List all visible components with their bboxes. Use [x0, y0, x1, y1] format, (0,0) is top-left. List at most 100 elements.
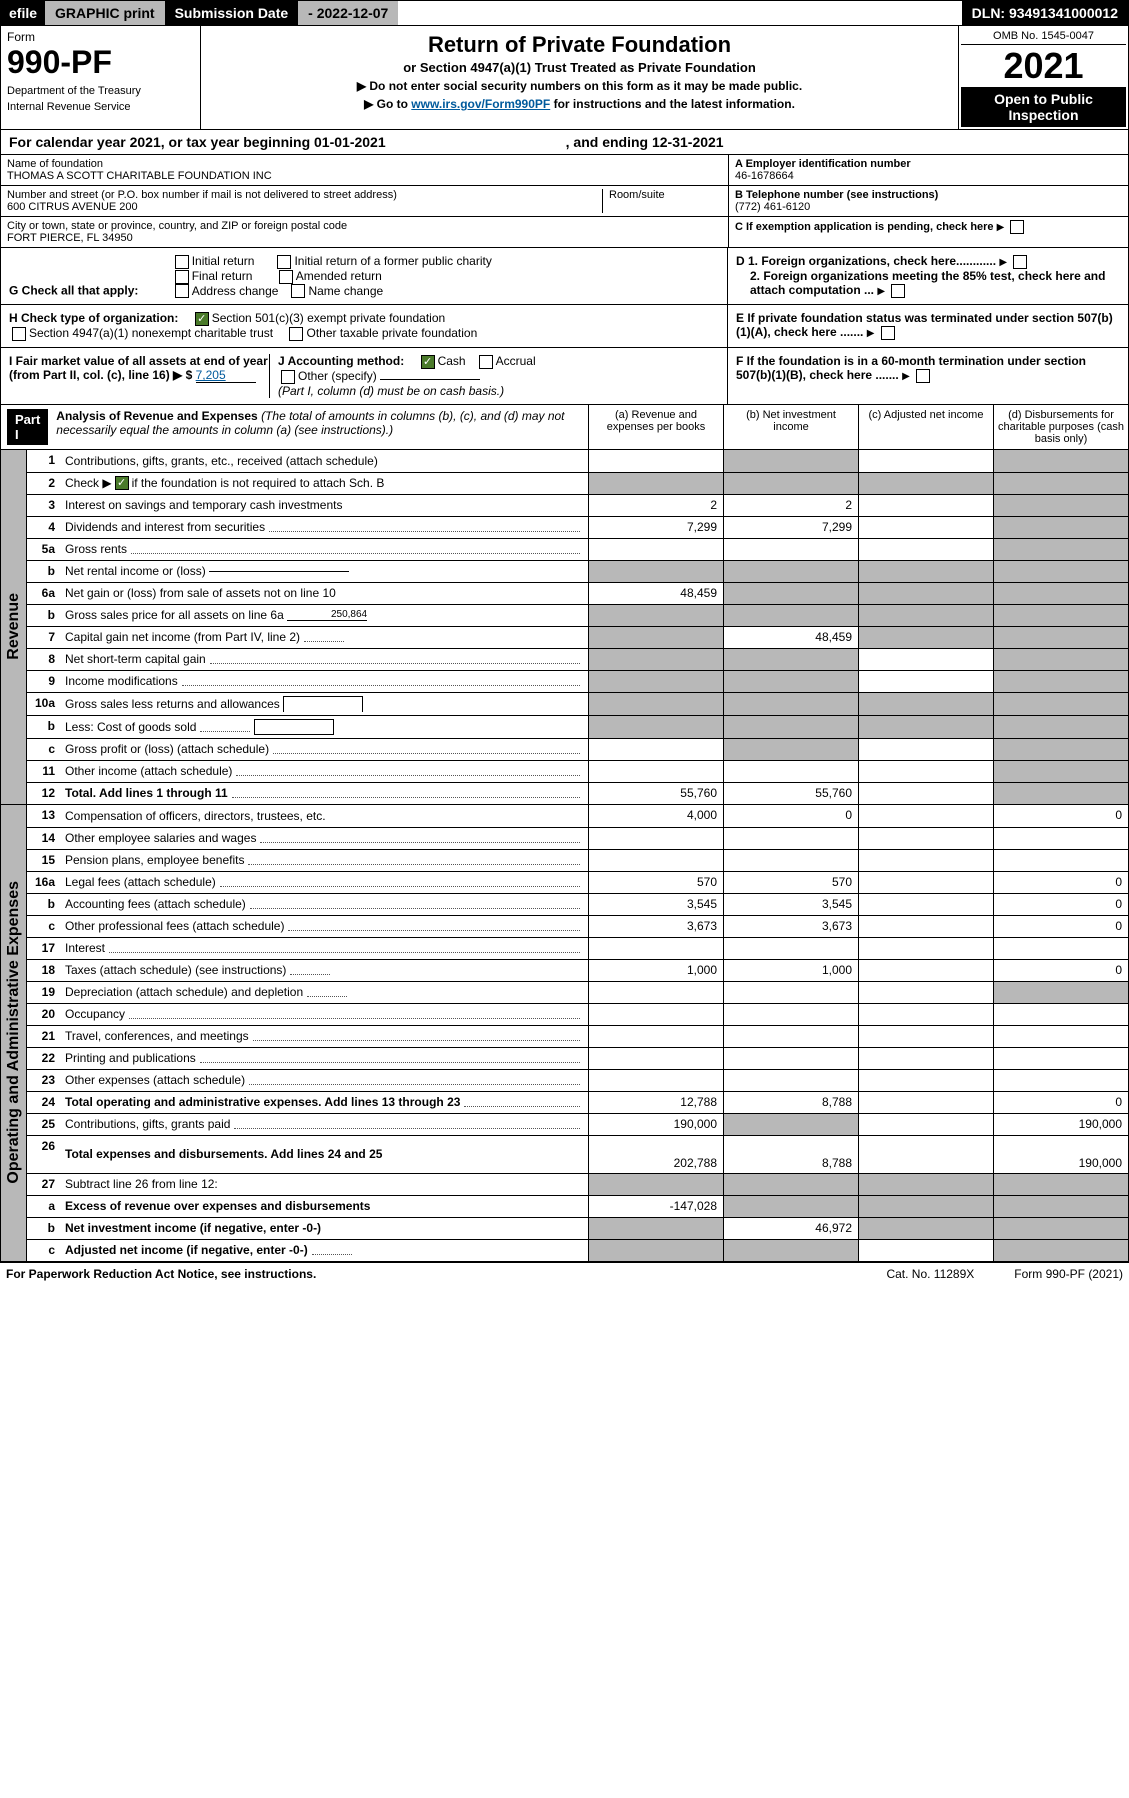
- line-20-desc: Occupancy: [61, 1004, 588, 1025]
- g-label: G Check all that apply:: [9, 284, 138, 298]
- irs-link[interactable]: www.irs.gov/Form990PF: [411, 97, 550, 111]
- fmv-value[interactable]: 7,205: [196, 368, 256, 383]
- line-22-a: [588, 1048, 723, 1069]
- initial-return-label: Initial return: [192, 254, 255, 268]
- line-4-no: 4: [27, 517, 61, 538]
- line-22-b: [723, 1048, 858, 1069]
- line-13-a: 4,000: [588, 805, 723, 827]
- line-9-b: [723, 671, 858, 692]
- addr-change-checkbox[interactable]: [175, 284, 189, 298]
- line-24-d: 0: [993, 1092, 1128, 1113]
- open-public-label: Open to Public Inspection: [961, 87, 1126, 127]
- line-2-d: [993, 473, 1128, 494]
- line-2-checkbox[interactable]: [115, 476, 129, 490]
- line-23-d: [993, 1070, 1128, 1091]
- e-checkbox[interactable]: [881, 326, 895, 340]
- accrual-checkbox[interactable]: [479, 355, 493, 369]
- line-10c-b: [723, 739, 858, 760]
- addr-label: Number and street (or P.O. box number if…: [7, 189, 602, 201]
- calyear-end: 12-31-2021: [652, 134, 724, 150]
- section-g-row: G Check all that apply: Initial return I…: [0, 248, 1129, 305]
- line-25-desc: Contributions, gifts, grants paid: [61, 1114, 588, 1135]
- line-16a-c: [858, 872, 993, 893]
- line-19-d: [993, 982, 1128, 1003]
- line-19-desc: Depreciation (attach schedule) and deple…: [61, 982, 588, 1003]
- graphic-print-button[interactable]: GRAPHIC print: [45, 1, 165, 25]
- line-5a-b: [723, 539, 858, 560]
- line-14-c: [858, 828, 993, 849]
- line-27-c: [858, 1174, 993, 1195]
- line-6b-desc: Gross sales price for all assets on line…: [61, 605, 588, 626]
- line-27c-c: [858, 1240, 993, 1261]
- line-27b-d: [993, 1218, 1128, 1239]
- revenue-vertical-label: Revenue: [1, 450, 27, 804]
- name-change-checkbox[interactable]: [291, 284, 305, 298]
- line-3-c: [858, 495, 993, 516]
- line-22-no: 22: [27, 1048, 61, 1069]
- cash-checkbox[interactable]: [421, 355, 435, 369]
- line-10c-no: c: [27, 739, 61, 760]
- note2-post: for instructions and the latest informat…: [550, 97, 795, 111]
- line-15-a: [588, 850, 723, 871]
- line-7-c: [858, 627, 993, 648]
- d1-checkbox[interactable]: [1013, 255, 1027, 269]
- d2-label: 2. Foreign organizations meeting the 85%…: [750, 269, 1105, 297]
- line-23-desc: Other expenses (attach schedule): [61, 1070, 588, 1091]
- line-10a-desc: Gross sales less returns and allowances: [61, 693, 588, 715]
- line-27c-d: [993, 1240, 1128, 1261]
- line-9-no: 9: [27, 671, 61, 692]
- line-10b-b: [723, 716, 858, 738]
- h-label: H Check type of organization:: [9, 311, 178, 325]
- form-reference: Form 990-PF (2021): [1014, 1267, 1123, 1281]
- line-15-c: [858, 850, 993, 871]
- pra-notice: For Paperwork Reduction Act Notice, see …: [6, 1267, 316, 1281]
- calyear-begin: 01-01-2021: [314, 134, 386, 150]
- initial-former-checkbox[interactable]: [277, 255, 291, 269]
- line-8-d: [993, 649, 1128, 670]
- line-13-c: [858, 805, 993, 827]
- line-14-b: [723, 828, 858, 849]
- line-2-c: [858, 473, 993, 494]
- expenses-vertical-label: Operating and Administrative Expenses: [1, 805, 27, 1261]
- line-15-b: [723, 850, 858, 871]
- line-16b-c: [858, 894, 993, 915]
- other-taxable-checkbox[interactable]: [289, 327, 303, 341]
- line-16b-no: b: [27, 894, 61, 915]
- identity-left: Name of foundation THOMAS A SCOTT CHARIT…: [1, 155, 728, 247]
- g-left: G Check all that apply: Initial return I…: [1, 248, 728, 304]
- line-9-a: [588, 671, 723, 692]
- other-taxable-label: Other taxable private foundation: [306, 326, 477, 340]
- 501c3-checkbox[interactable]: [195, 312, 209, 326]
- line-1-desc: Contributions, gifts, grants, etc., rece…: [61, 450, 588, 472]
- line-7-a: [588, 627, 723, 648]
- line-1-no: 1: [27, 450, 61, 472]
- d2-checkbox[interactable]: [891, 284, 905, 298]
- line-27b-desc: Net investment income (if negative, ente…: [61, 1218, 588, 1239]
- phone-cell: B Telephone number (see instructions) (7…: [729, 186, 1128, 217]
- other-method-checkbox[interactable]: [281, 370, 295, 384]
- line-16c-b: 3,673: [723, 916, 858, 937]
- form-subtitle: or Section 4947(a)(1) Trust Treated as P…: [207, 60, 952, 75]
- c-checkbox[interactable]: [1010, 220, 1024, 234]
- amended-return-checkbox[interactable]: [279, 270, 293, 284]
- line-12-d: [993, 783, 1128, 804]
- line-3-a: 2: [588, 495, 723, 516]
- line-22-d: [993, 1048, 1128, 1069]
- form-number-block: Form 990-PF Department of the Treasury I…: [1, 26, 201, 129]
- line-27-b: [723, 1174, 858, 1195]
- line-16a-b: 570: [723, 872, 858, 893]
- line-10a-b: [723, 693, 858, 715]
- line-23-b: [723, 1070, 858, 1091]
- f-checkbox[interactable]: [916, 369, 930, 383]
- e-label: E If private foundation status was termi…: [736, 311, 1113, 339]
- addr-change-label: Address change: [192, 284, 279, 298]
- line-10c-c: [858, 739, 993, 760]
- revenue-section: Revenue 1Contributions, gifts, grants, e…: [0, 450, 1129, 805]
- phone-value: (772) 461-6120: [735, 201, 1122, 213]
- col-d-header: (d) Disbursements for charitable purpose…: [993, 405, 1128, 449]
- final-return-checkbox[interactable]: [175, 270, 189, 284]
- top-bar: efile GRAPHIC print Submission Date - 20…: [0, 0, 1129, 26]
- line-6a-d: [993, 583, 1128, 604]
- initial-return-checkbox[interactable]: [175, 255, 189, 269]
- 4947-checkbox[interactable]: [12, 327, 26, 341]
